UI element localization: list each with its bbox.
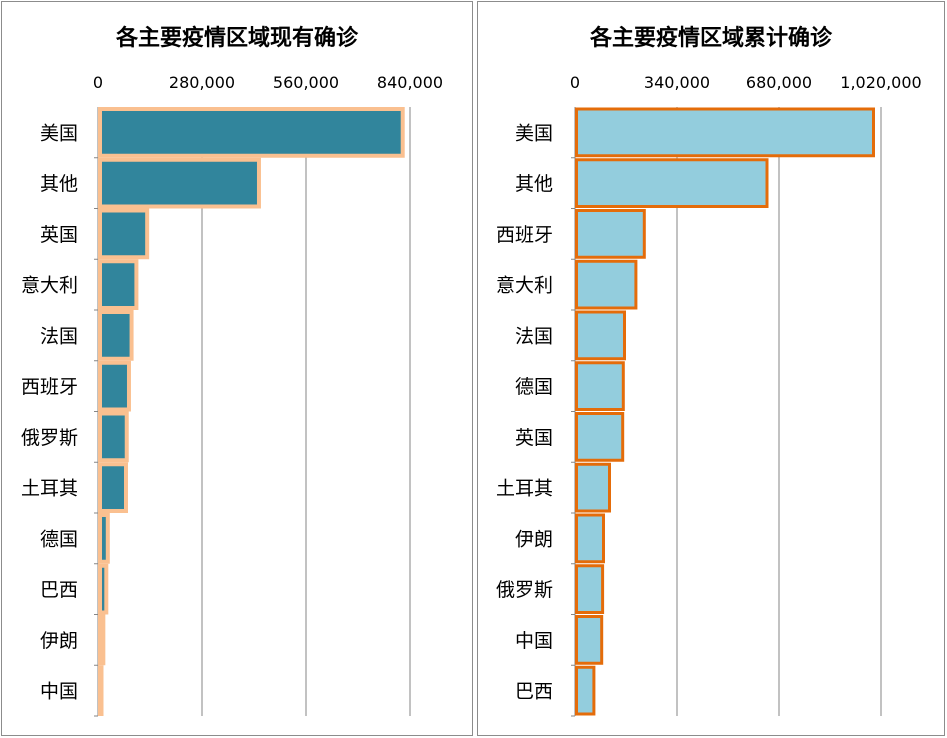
chart-title-current: 各主要疫情区域现有确诊 (115, 26, 358, 51)
category-label: 巴西 (515, 681, 553, 703)
category-label: 法国 (515, 325, 553, 347)
category-label: 中国 (515, 630, 553, 652)
bar-current-10 (98, 563, 109, 615)
category-label: 意大利 (496, 275, 553, 297)
bar-current-8 (98, 462, 128, 513)
category-label: 俄罗斯 (496, 579, 553, 601)
bar-cumulative-1 (575, 107, 875, 158)
bar-cumulative-11 (575, 615, 604, 665)
category-label: 俄罗斯 (21, 427, 78, 449)
bar-cumulative-8 (575, 462, 611, 513)
category-label: 伊朗 (40, 630, 78, 652)
bar-cumulative-4 (575, 259, 638, 310)
bar-cumulative-7 (575, 412, 625, 462)
category-label: 西班牙 (496, 224, 553, 246)
bar-current-3 (98, 208, 150, 260)
bar-cumulative-3 (575, 209, 646, 259)
bar-cumulative-12 (575, 665, 596, 716)
chart-panel-cumulative: 各主要疫情区域累计确诊 0 340,000 680,000 1,020,000 美国其他… (477, 1, 945, 736)
bar-current-7 (98, 411, 129, 463)
category-label: 伊朗 (515, 528, 553, 550)
x-tick-label: 840,000 (377, 73, 443, 92)
x-tick-label: 0 (93, 73, 103, 92)
category-label: 英国 (515, 427, 553, 449)
bar-current-2 (98, 157, 261, 209)
category-label: 其他 (40, 173, 78, 195)
bar-current-6 (98, 360, 131, 412)
bar-cumulative-9 (575, 513, 605, 564)
x-tick-label: 680,000 (746, 73, 812, 92)
x-tick-label: 340,000 (644, 73, 710, 92)
chart-title-cumulative: 各主要疫情区域累计确诊 (589, 26, 832, 51)
category-label: 巴西 (40, 579, 78, 601)
category-label: 其他 (515, 173, 553, 195)
bar-current-5 (98, 310, 134, 361)
category-label: 法国 (40, 325, 78, 347)
bar-current-12 (98, 665, 104, 716)
chart-panel-current: 各主要疫情区域现有确诊 0 280,000 560,000 840,000 美国其他英国… (1, 1, 473, 736)
x-tick-label: 560,000 (273, 73, 339, 92)
category-label: 美国 (515, 122, 553, 144)
bar-current-1 (98, 107, 405, 158)
bar-cumulative-5 (575, 310, 626, 361)
bar-current-11 (98, 614, 106, 666)
x-tick-label: 280,000 (169, 73, 235, 92)
category-label: 中国 (40, 681, 78, 703)
category-label: 英国 (40, 224, 78, 246)
category-label: 土耳其 (496, 478, 553, 500)
category-label: 土耳其 (21, 478, 78, 500)
category-label: 美国 (40, 122, 78, 144)
bar-current-4 (98, 259, 139, 310)
bar-chart-cumulative: 0 340,000 680,000 1,020,000 美国其他西班牙意大利法国德国英国… (496, 73, 922, 717)
category-label: 德国 (40, 528, 78, 550)
bar-cumulative-2 (575, 158, 769, 208)
category-label: 意大利 (21, 275, 78, 297)
category-label: 西班牙 (21, 376, 78, 398)
bar-cumulative-6 (575, 361, 625, 411)
bar-cumulative-10 (575, 564, 605, 614)
bar-current-9 (98, 513, 110, 564)
bar-chart-current: 0 280,000 560,000 840,000 美国其他英国意大利法国西班牙俄罗斯土… (21, 73, 443, 717)
x-tick-label: 1,020,000 (840, 73, 921, 92)
category-label: 德国 (515, 376, 553, 398)
x-tick-label: 0 (570, 73, 580, 92)
